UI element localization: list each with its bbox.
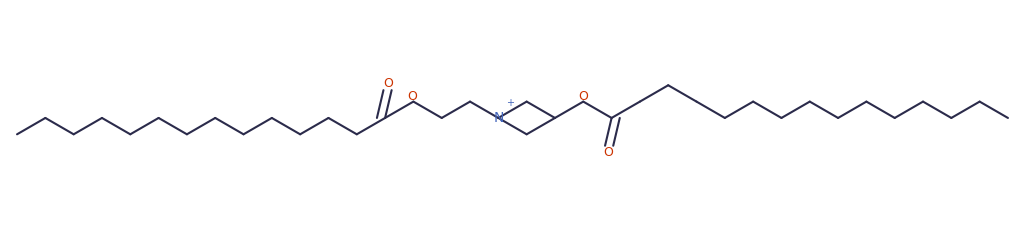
Text: +: + xyxy=(505,98,514,108)
Text: O: O xyxy=(407,90,417,103)
Text: O: O xyxy=(604,146,613,159)
Text: O: O xyxy=(578,90,588,103)
Text: O: O xyxy=(383,77,394,90)
Text: N: N xyxy=(493,111,503,125)
